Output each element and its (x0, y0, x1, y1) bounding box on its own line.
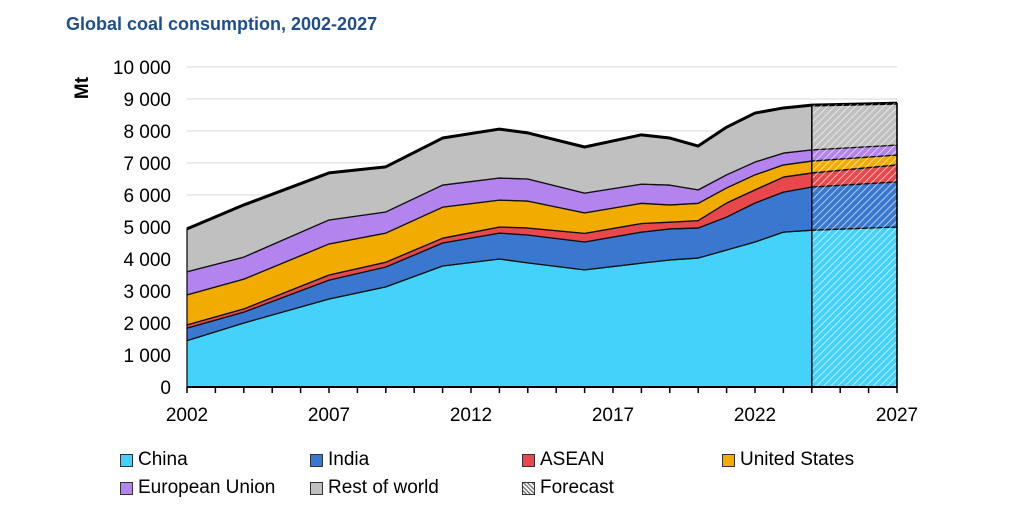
y-tick-label: 6 000 (123, 186, 171, 207)
legend-item: European Union (120, 477, 275, 499)
y-tick-label: 2 000 (123, 314, 171, 335)
forecast-hatch (811, 103, 897, 387)
x-tick-label: 2012 (450, 405, 492, 426)
y-tick-label: 1 000 (123, 346, 171, 367)
y-tick-label: 10 000 (113, 58, 171, 79)
legend-label: ASEAN (540, 449, 605, 470)
y-tick-label: 4 000 (123, 250, 171, 271)
legend-item: United States (722, 449, 854, 471)
legend-swatch (722, 453, 735, 467)
legend-item: China (120, 449, 188, 471)
legend-label: China (138, 449, 188, 470)
legend-label: European Union (138, 477, 276, 498)
x-tick-label: 2002 (166, 405, 208, 426)
legend-label: United States (740, 449, 855, 470)
total-line (186, 101, 898, 231)
y-tick-label: 8 000 (123, 122, 171, 143)
legend-swatch (522, 481, 535, 495)
y-tick-label: 9 000 (123, 90, 171, 111)
y-tick-label: 0 (160, 378, 171, 399)
legend-label: India (328, 449, 370, 470)
legend-swatch (522, 453, 535, 467)
y-axis-label: Mt (72, 76, 93, 99)
legend-swatch (120, 481, 133, 495)
legend-swatch (120, 453, 133, 467)
y-tick-label: 3 000 (123, 282, 171, 303)
legend-item: ASEAN (522, 449, 604, 471)
legend-label: Rest of world (328, 477, 439, 498)
legend-item: Forecast (522, 477, 614, 499)
x-tick-label: 2017 (592, 405, 634, 426)
legend-swatch (310, 481, 323, 495)
y-tick-label: 7 000 (123, 154, 171, 175)
legend-label: Forecast (540, 477, 614, 498)
x-tick-label: 2022 (734, 405, 776, 426)
legend-swatch (310, 453, 323, 467)
legend-item: Rest of world (310, 477, 439, 499)
x-tick-label: 2007 (308, 405, 350, 426)
y-tick-label: 5 000 (123, 218, 171, 239)
chart-title: Global coal consumption, 2002-2027 (66, 14, 378, 34)
x-tick-label: 2027 (876, 405, 918, 426)
legend-item: India (310, 449, 369, 471)
